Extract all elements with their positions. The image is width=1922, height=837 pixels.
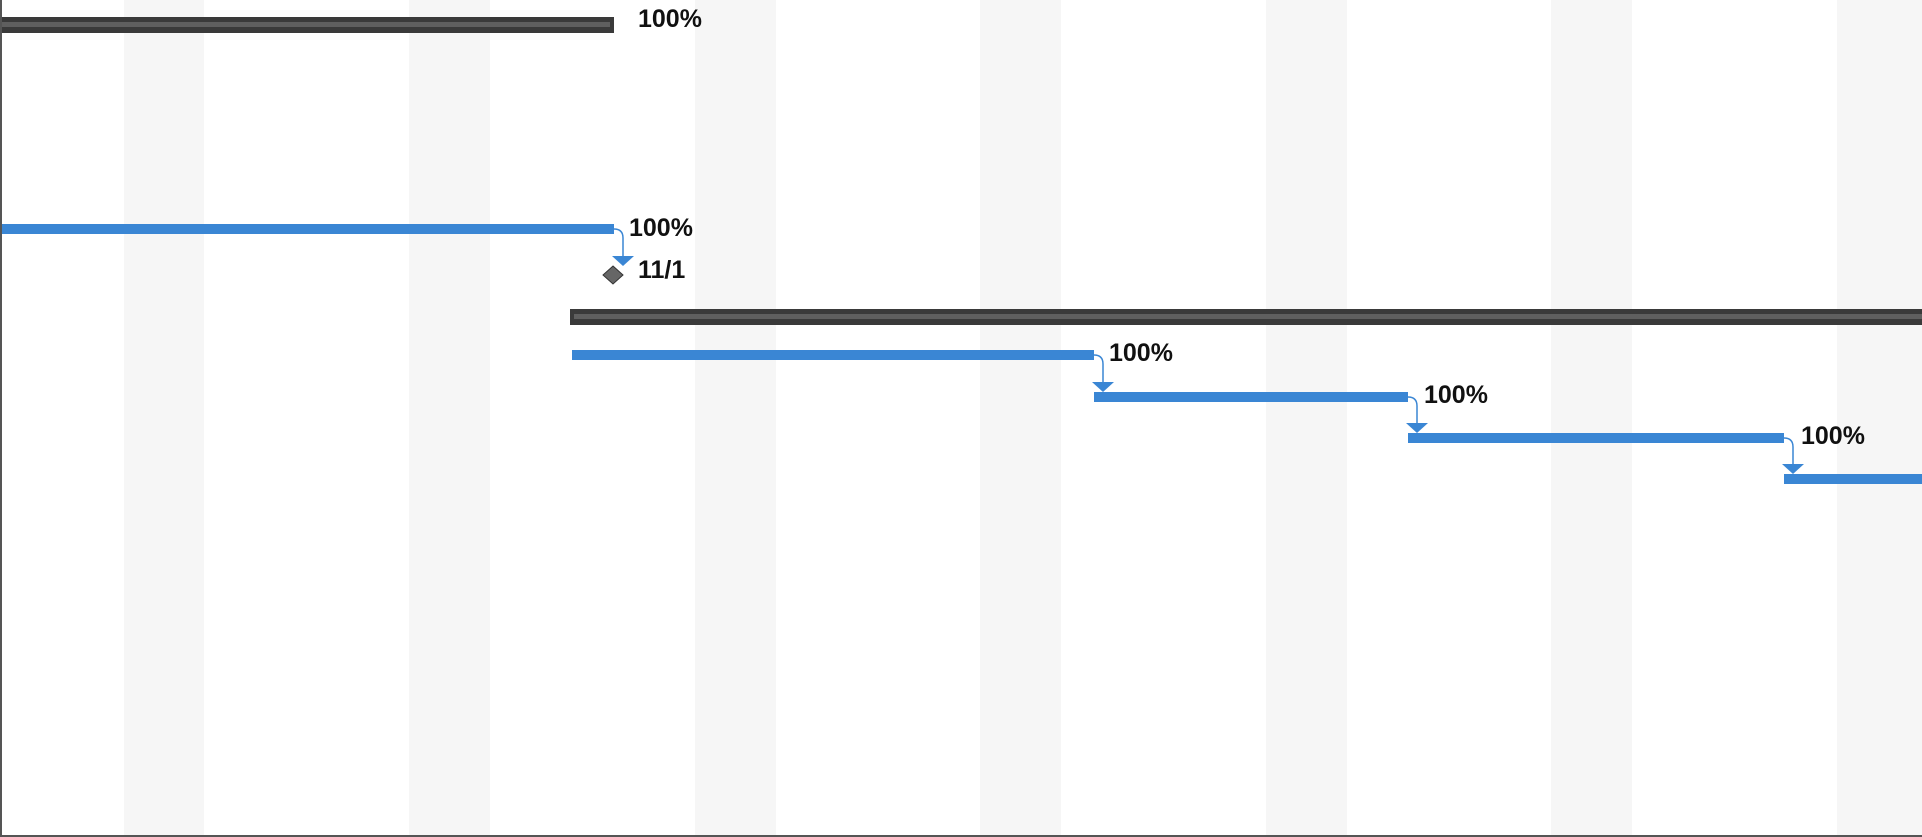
task-1-progress-label: 100% xyxy=(629,214,693,242)
task-bar-2[interactable] xyxy=(572,350,1094,360)
weekend-stripe xyxy=(124,0,204,837)
weekend-shading xyxy=(124,0,1922,837)
task-3-progress-label: 100% xyxy=(1424,381,1488,409)
task-2-progress-label: 100% xyxy=(1109,339,1173,367)
task-4-progress-label: 100% xyxy=(1801,422,1865,450)
weekend-stripe xyxy=(1551,0,1632,837)
task-bar-5[interactable] xyxy=(1784,474,1922,484)
task-bar-1[interactable] xyxy=(0,224,614,234)
summary-1-progress-label: 100% xyxy=(638,5,702,33)
weekend-stripe xyxy=(695,0,776,837)
task-bar-3[interactable] xyxy=(1094,392,1408,402)
weekend-stripe xyxy=(980,0,1061,837)
weekend-stripe xyxy=(1266,0,1347,837)
dependency-link-2 xyxy=(1092,354,1114,392)
dependency-link-3 xyxy=(1406,396,1428,433)
milestone-date-label: 11/1 xyxy=(638,256,685,284)
summary-bar-2[interactable] xyxy=(570,309,1922,325)
weekend-stripe xyxy=(1837,0,1922,837)
dependency-link-4 xyxy=(1782,437,1804,474)
dependency-link-1 xyxy=(612,228,634,266)
milestone-diamond[interactable] xyxy=(602,265,624,285)
summary-bar-1[interactable] xyxy=(0,17,614,33)
weekend-stripe xyxy=(409,0,490,837)
task-bar-4[interactable] xyxy=(1408,433,1784,443)
